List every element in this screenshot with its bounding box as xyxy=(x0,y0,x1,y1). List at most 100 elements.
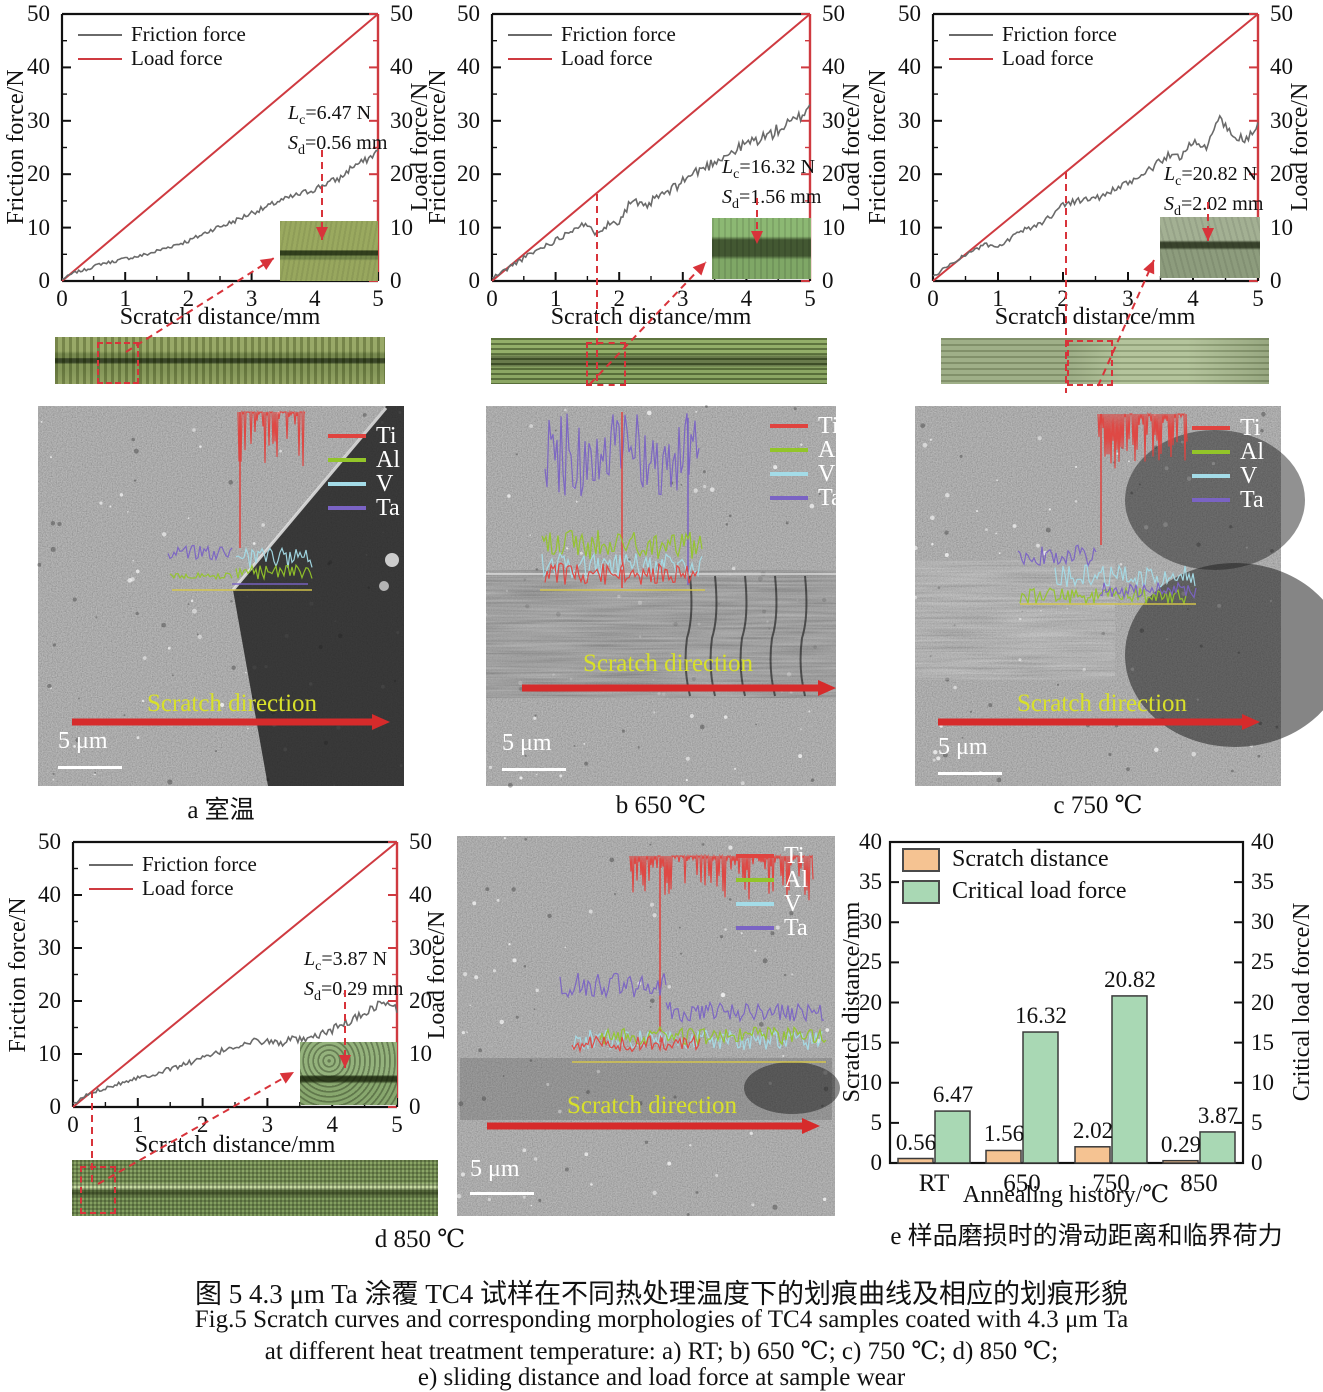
chart-b-ytick-left: 10 xyxy=(457,214,480,240)
chart-c-ytick-left: 0 xyxy=(909,268,922,293)
scratch-track-strip-b xyxy=(491,338,827,384)
eds-trace xyxy=(559,972,667,999)
chart-d-ytick-left: 30 xyxy=(38,935,61,960)
chart-c-ylabel-right: Load force/N xyxy=(1287,82,1313,212)
chart-e-ytick-left: 35 xyxy=(859,869,882,895)
ti-line-swatch xyxy=(770,424,808,428)
scale-bar-label: 5 μm xyxy=(938,734,988,760)
al-line-swatch xyxy=(770,448,808,452)
scale-bar xyxy=(502,768,566,771)
chart-d-ytick-right: 40 xyxy=(409,882,432,907)
chart-c-ytick-left: 20 xyxy=(898,161,921,187)
chart-c-ytick-left: 50 xyxy=(898,1,921,26)
chart-d-xtick: 1 xyxy=(132,1112,144,1137)
chart-b-ytick-right: 50 xyxy=(822,1,845,26)
bar-scratch-distance-850 xyxy=(1162,1159,1199,1164)
scale-bar xyxy=(470,1192,534,1195)
chart-b-annotation: Lc=16.32 N Sd=1.56 mm xyxy=(722,156,822,212)
chart-e-ytick-right: 5 xyxy=(1251,1109,1263,1135)
scratch-direction-label: Scratch direction xyxy=(582,650,754,677)
chart-e-ytick-left: 5 xyxy=(870,1109,883,1135)
bar-value-label: 1.56 xyxy=(983,1121,1025,1147)
load-force-line-a xyxy=(61,13,379,282)
chart-a-ytick-left: 40 xyxy=(27,54,50,80)
v-line-swatch xyxy=(328,482,366,486)
friction-line-swatch xyxy=(949,33,993,36)
chart-b-ylabel-left: Friction force/N xyxy=(425,69,451,225)
eds-trace xyxy=(235,563,313,581)
chart-d-ytick-right: 0 xyxy=(409,1094,421,1119)
bar-critical-load-850 xyxy=(1199,1131,1236,1164)
bar-critical-load-650 xyxy=(1022,1031,1059,1164)
eds-trace xyxy=(665,1000,824,1024)
chart-d-ytick-left: 0 xyxy=(49,1094,62,1119)
eds-trace xyxy=(541,529,703,559)
chart-e-ytick-right: 40 xyxy=(1251,829,1274,854)
scratch-direction-label: Scratch direction xyxy=(1016,690,1188,717)
chart-a-xtick: 5 xyxy=(372,286,384,311)
scale-bar-label: 5 μm xyxy=(58,728,108,754)
bar-legend-scratch-distance: Scratch distance xyxy=(902,846,1109,873)
figure-caption-en1: Fig.5 Scratch curves and corresponding m… xyxy=(194,1306,1129,1333)
load-line-swatch xyxy=(89,887,133,890)
chart-d-ytick-right: 20 xyxy=(409,988,432,1013)
chart-e-ytick-right: 25 xyxy=(1251,949,1274,975)
chart-a-legend-friction: Friction force xyxy=(78,22,246,47)
ti-line-swatch xyxy=(328,434,366,438)
chart-b-xtick: 2 xyxy=(613,286,625,311)
chart-b-legend-friction: Friction force xyxy=(508,22,676,47)
chart-a-legend-load: Load force xyxy=(78,46,223,71)
chart-b-xtick: 3 xyxy=(677,286,689,311)
chart-b-ytick-right: 10 xyxy=(822,214,845,240)
ta-line-swatch xyxy=(1192,498,1230,502)
chart-b-ytick-right: 20 xyxy=(822,161,845,187)
chart-e-ytick-left: 10 xyxy=(859,1069,882,1095)
chart-e-ylabel-right: Critical load force/N xyxy=(1289,902,1315,1102)
chart-e-category-label: 750 xyxy=(1092,1170,1130,1197)
chart-e-ytick-right: 20 xyxy=(1251,989,1274,1015)
chart-c-annotation: Lc=20.82 N Sd=2.02 mm xyxy=(1164,163,1264,219)
ti-line-swatch xyxy=(736,854,774,858)
v-line-swatch xyxy=(770,472,808,476)
chart-a-ytick-right: 30 xyxy=(390,107,413,133)
chart-c-ytick-right: 50 xyxy=(1270,1,1293,26)
load-force-line-d xyxy=(72,841,398,1108)
chart-d-xtick: 5 xyxy=(391,1112,403,1137)
chart-b-ytick-right: 30 xyxy=(822,107,845,133)
chart-c-xtick: 0 xyxy=(927,286,939,311)
sem-a-dark-wedge xyxy=(233,406,404,786)
chart-d-ylabel-right: Load force/N xyxy=(424,910,450,1040)
eds-trace xyxy=(1017,544,1097,568)
chart-c-ytick-right: 10 xyxy=(1270,214,1293,240)
eds-trace xyxy=(169,571,233,581)
chart-b-ylabel-right: Load force/N xyxy=(839,82,865,212)
sem-b-eds-legend: Ti Al V Ta xyxy=(770,414,842,510)
critical-load-swatch xyxy=(902,879,940,904)
al-line-swatch xyxy=(736,878,774,882)
chart-e-ytick-right: 30 xyxy=(1251,909,1274,935)
subcaption-e: e 样品磨损时的滑动距离和临界荷力 xyxy=(890,1223,1283,1250)
eds-trace xyxy=(541,551,703,580)
chart-b-ytick-right: 0 xyxy=(822,268,834,293)
chart-a-annotation: Lc=6.47 N Sd=0.56 mm xyxy=(288,102,388,158)
chart-c-ytick-right: 30 xyxy=(1270,107,1293,133)
scale-bar-label: 5 μm xyxy=(470,1156,520,1182)
strip-a-marker-box xyxy=(97,342,139,384)
chart-a-xtick: 3 xyxy=(245,286,258,311)
chart-e-ytick-left: 30 xyxy=(859,909,882,935)
friction-force-curve-c xyxy=(932,114,1259,277)
eds-trace xyxy=(237,409,306,467)
chart-d-ytick-right: 30 xyxy=(409,935,432,960)
load-line-swatch xyxy=(508,57,552,60)
chart-d-xtick: 2 xyxy=(196,1112,209,1137)
chart-a-xtick: 0 xyxy=(56,286,68,311)
bar-value-label: 6.47 xyxy=(932,1082,974,1108)
friction-line-swatch xyxy=(89,863,133,866)
ta-line-swatch xyxy=(328,506,366,510)
chart-d-ytick-left: 20 xyxy=(38,988,61,1013)
chart-c-xtick: 3 xyxy=(1122,286,1134,311)
chart-c-xtick: 2 xyxy=(1057,286,1069,311)
al-line-swatch xyxy=(1192,450,1230,454)
